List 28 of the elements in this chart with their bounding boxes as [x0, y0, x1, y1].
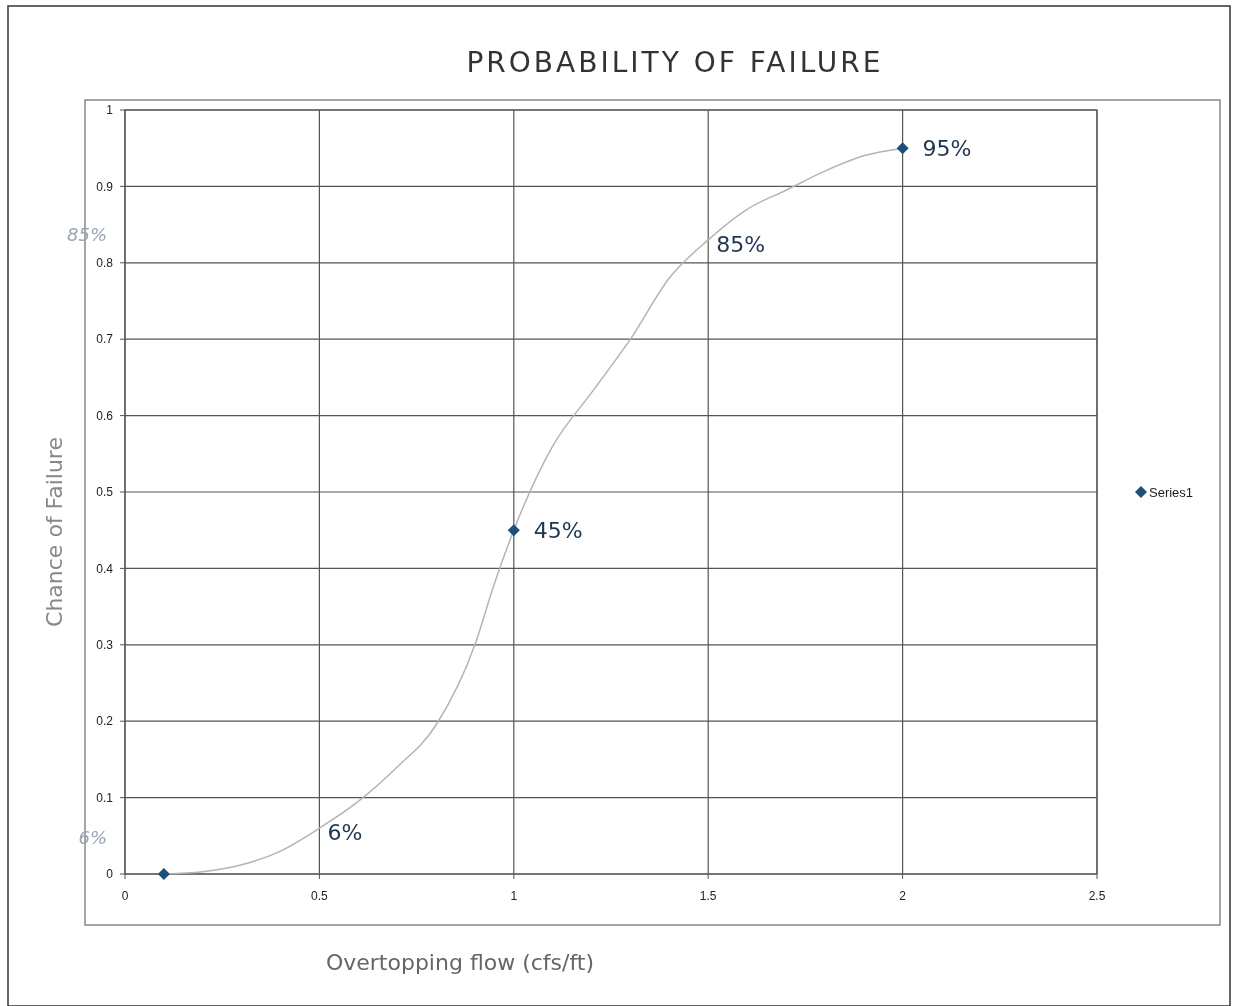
y-tick-label: 0.1: [96, 790, 114, 805]
annotation: 6%: [327, 819, 363, 845]
x-tick-label: 0.5: [311, 889, 329, 903]
legend-label: Series1: [1149, 484, 1194, 500]
x-tick-label: 0: [121, 889, 129, 903]
y-tick-label: 0.7: [96, 332, 114, 347]
y-tick-label: 0: [106, 867, 114, 882]
x-tick-label: 1.5: [699, 889, 717, 903]
chart-title: PROBABILITY OF FAILURE: [466, 46, 884, 79]
point: [896, 142, 909, 155]
y-tick-label: 0.3: [96, 638, 114, 652]
point: [157, 868, 170, 880]
x-tick-label: 2: [899, 889, 907, 903]
y-tick-label: 0.2: [96, 714, 114, 729]
x-axis-title: Overtopping flow (cfs/ft): [325, 950, 595, 975]
x-tick-label: 1: [510, 889, 518, 903]
annotation: 85%: [716, 231, 766, 257]
annotation: 95%: [922, 135, 972, 161]
point: [507, 524, 520, 537]
y-tick-label: 0.8: [96, 256, 114, 270]
y-tick-label: 1: [106, 103, 114, 118]
y-tick-label: 0.6: [96, 408, 114, 423]
y-axis-title: Chance of Failure: [42, 437, 67, 627]
x-tick-label: 2.5: [1088, 889, 1106, 903]
y-tick-label: 0.9: [96, 179, 114, 194]
y-tick-label: 0.5: [96, 485, 114, 500]
annotation: 45%: [533, 517, 583, 543]
y-tick-label: 0.4: [96, 561, 114, 576]
